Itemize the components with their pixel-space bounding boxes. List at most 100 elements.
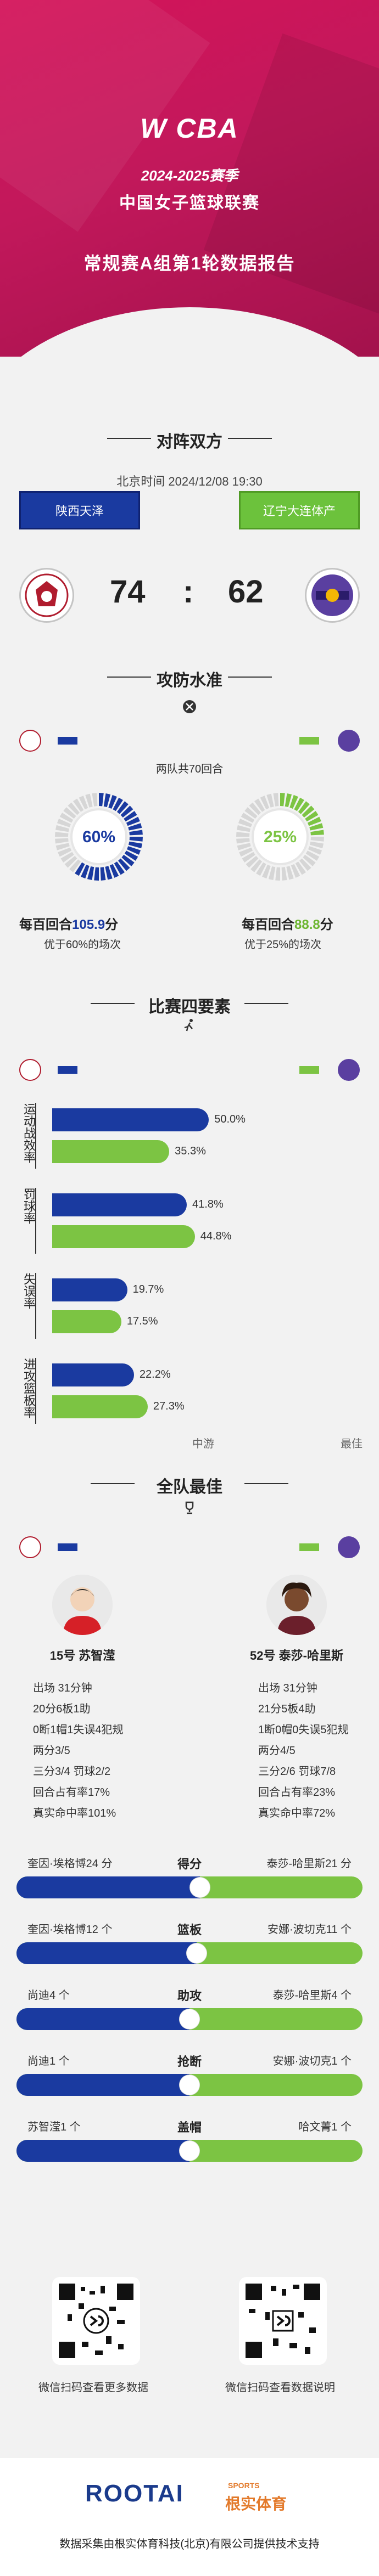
away-better-text: 优于25%的场次 (244, 939, 322, 951)
divider (228, 677, 272, 678)
away-stat-line: 真实命中率72% (258, 1807, 336, 1819)
divider (91, 1003, 135, 1004)
away-factor-bar (52, 1395, 148, 1418)
qr-left-caption: 微信扫码查看更多数据 (38, 2382, 148, 2394)
rootai-logo: ROOTAI (85, 2480, 184, 2507)
away-stat-line: 回合占有率23% (258, 1786, 336, 1799)
swords-icon (183, 700, 196, 713)
away-donut-segment (244, 807, 258, 819)
home-donut-segment (55, 825, 69, 832)
away-stat-line: 1断0帽0失误5犯规 (258, 1724, 349, 1736)
away-donut-segment (250, 859, 263, 872)
leader-bar (16, 1876, 363, 1898)
away-donut-chart: 25% (236, 793, 324, 881)
leader-bar (16, 2074, 363, 2096)
away-donut-segment (307, 816, 321, 826)
away-mini-logo-icon (338, 730, 360, 752)
axis-best-label: 最佳 (341, 1438, 363, 1450)
away-donut-segment (294, 797, 304, 811)
leader-home: 奎因·埃格博24 分 (27, 1858, 113, 1870)
away-player-name: 52号 泰莎-哈里斯 (250, 1649, 343, 1662)
leader-bar-home-fill (16, 2074, 190, 2096)
home-stat-line: 三分3/4 罚球2/2 (33, 1766, 111, 1778)
home-donut-segment (103, 793, 111, 807)
home-donut-segment (129, 830, 143, 836)
home-donut-segment (129, 837, 143, 842)
away-donut-segment (275, 867, 280, 881)
home-donut-segment (118, 858, 130, 871)
away-donut-value: 25% (264, 828, 297, 846)
away-donut-center (252, 808, 309, 865)
leader-away: 泰莎-哈里斯21 分 (266, 1858, 352, 1870)
home-donut-segment (109, 864, 119, 878)
season-title: 2024-2025赛季 (141, 167, 238, 184)
away-donut-segment (291, 864, 300, 878)
away-donut-segment (254, 798, 265, 812)
home-donut-segment (55, 838, 69, 844)
away-mini-logo-icon (338, 1059, 360, 1081)
leader-bar-home-fill (16, 1876, 200, 1898)
leader-bar (16, 1942, 363, 1964)
home-stat-line: 两分3/5 (33, 1745, 70, 1757)
home-donut-segment (121, 854, 135, 866)
away-donut-segment (273, 793, 279, 807)
home-legend-swatch (58, 737, 77, 745)
away-donut-segment (266, 793, 274, 808)
home-donut-segment (64, 856, 77, 868)
home-donut-segment (126, 816, 140, 826)
home-donut-segment (69, 859, 81, 872)
home-mini-logo-icon (19, 1536, 41, 1558)
home-donut-value: 60% (82, 828, 115, 846)
leader-bar-marker (186, 1943, 207, 1963)
away-donut-segment (241, 813, 255, 823)
away-donut-segment (299, 858, 311, 871)
leader-row: 奎因·埃格博12 个 篮板 安娜·波切克11 个 (16, 1920, 363, 1975)
away-donut-segment (310, 837, 324, 842)
qr-right-caption: 微信扫码查看数据说明 (225, 2382, 335, 2394)
home-stat-line: 回合占有率17% (33, 1786, 110, 1799)
home-donut-segment (127, 846, 141, 855)
leader-bar-marker (190, 1878, 210, 1897)
home-factor-value: 41.8% (192, 1198, 224, 1210)
away-donut-segment (298, 801, 310, 814)
factor-label: 运动战效率 (16, 1103, 36, 1169)
away-donut-segment (236, 832, 250, 837)
home-stat-line: 20分6板1助 (33, 1703, 91, 1715)
away-donut-segment (236, 825, 250, 832)
qr-code-right[interactable] (239, 2277, 327, 2365)
qr-code-left[interactable] (52, 2277, 140, 2365)
away-donut-segment (268, 866, 276, 881)
home-stat-line: 出场 31分钟 (33, 1682, 92, 1694)
leader-home: 尚迪1 个 (27, 2055, 70, 2067)
away-donut-segment (256, 862, 266, 876)
wcba-logo: W CBA (140, 113, 239, 144)
home-donut-segment (99, 793, 104, 807)
away-team-logo-icon (305, 568, 360, 623)
home-donut-segment (120, 805, 133, 818)
footer (0, 2458, 379, 2576)
leader-row: 尚迪1 个 抢断 安娜·波切克1 个 (16, 2052, 363, 2107)
away-stat-line: 21分5板4助 (258, 1703, 316, 1715)
away-donut-segment (309, 823, 324, 831)
away-stat-line: 两分4/5 (258, 1745, 296, 1757)
home-donut-segment (81, 865, 90, 879)
leader-home: 苏智滢1 个 (27, 2121, 81, 2133)
away-factor-bar (52, 1310, 121, 1333)
home-factor-bar (52, 1278, 127, 1301)
data-source-note: 数据采集由根实体育科技(北京)有限公司提供技术支持 (59, 2538, 320, 2550)
header-banner: W CBA 2024-2025赛季 中国女子篮球联赛 常规赛A组第1轮数据报告 (0, 0, 379, 357)
leader-category: 篮板 (177, 1923, 202, 1937)
leader-bar-marker (180, 2009, 199, 2029)
factor-label: 罚球率 (16, 1188, 36, 1254)
home-player-avatar (52, 1575, 113, 1635)
home-donut-segment (87, 866, 94, 881)
away-factor-value: 17.5% (126, 1315, 158, 1327)
away-donut-segment (246, 856, 259, 868)
divider (91, 1483, 135, 1484)
leader-bar-marker (180, 2075, 199, 2095)
home-donut-segment (114, 861, 125, 875)
home-donut-segment (100, 867, 106, 881)
leader-home: 尚迪4 个 (27, 1989, 70, 2002)
leader-row: 奎因·埃格博24 分 得分 泰莎-哈里斯21 分 (16, 1855, 363, 1909)
